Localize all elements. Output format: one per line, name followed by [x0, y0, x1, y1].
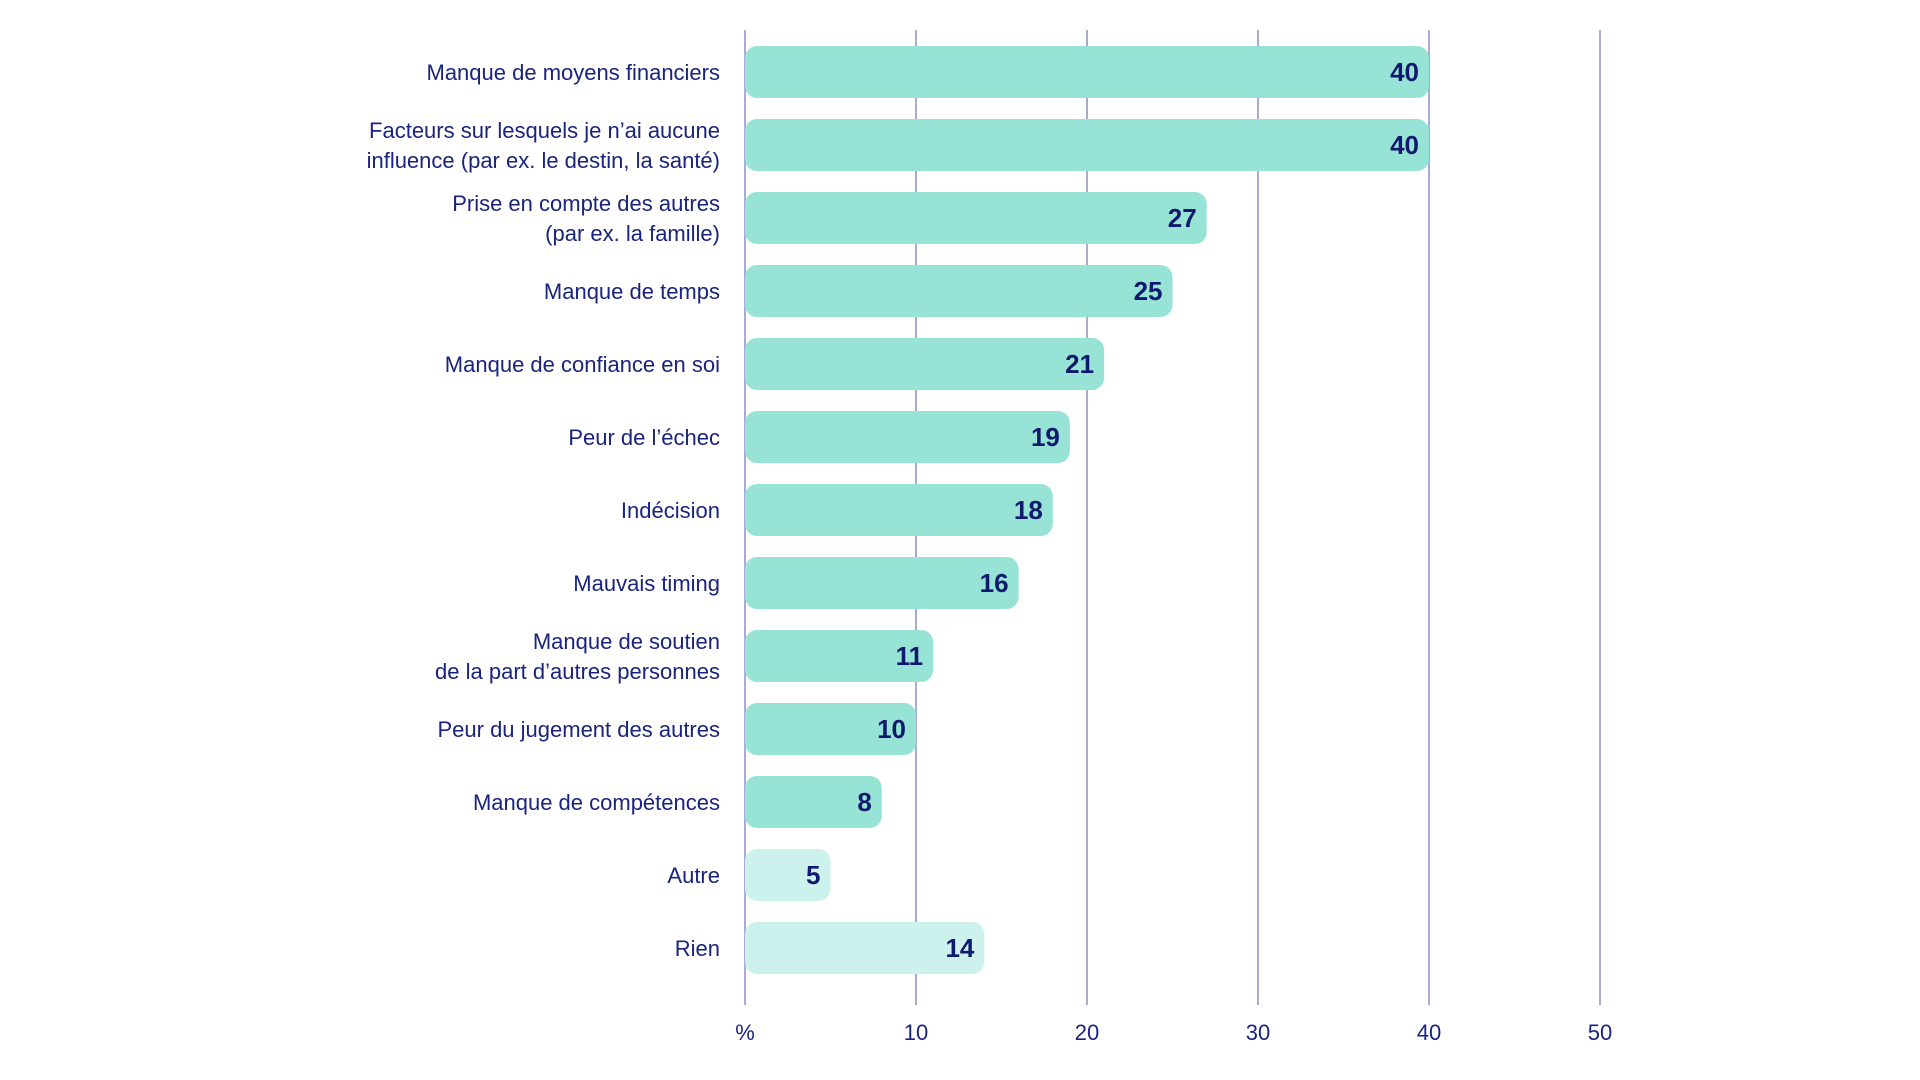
bar-value-label-3: 25	[1134, 276, 1163, 306]
category-label-3: Manque de temps	[544, 279, 720, 304]
category-label-line: influence (par ex. le destin, la santé)	[367, 148, 720, 173]
bar-value-label-0: 40	[1390, 57, 1419, 87]
bar-value-label-11: 5	[806, 860, 820, 890]
category-label-2: Prise en compte des autres (par ex. la fa…	[452, 191, 720, 246]
x-tick-label-40: 40	[1417, 1020, 1441, 1045]
bar-value-label-7: 16	[980, 568, 1009, 598]
x-tick-label-20: 20	[1075, 1020, 1099, 1045]
category-label-12: Rien	[675, 936, 720, 961]
x-axis-ticks: % 10 20 30 40 50	[735, 1020, 1612, 1045]
category-label-5: Peur de l’échec	[568, 425, 720, 450]
bar-value-label-8: 11	[896, 641, 924, 671]
bar-0	[745, 46, 1429, 98]
category-label-line: Manque de confiance en soi	[445, 352, 720, 377]
value-labels: 40 40 27 25 21 19 18 16 11 10 8 5 14	[806, 57, 1419, 963]
category-label-1: Facteurs sur lesquels je n’ai aucune infl…	[367, 118, 720, 173]
x-tick-label-50: 50	[1588, 1020, 1612, 1045]
category-label-line: Indécision	[621, 498, 720, 523]
bar-10	[745, 776, 882, 828]
category-label-4: Manque de confiance en soi	[445, 352, 720, 377]
category-label-line: Manque de moyens financiers	[427, 60, 721, 85]
category-label-line: Rien	[675, 936, 720, 961]
category-label-8: Manque de soutien de la part d’autres per…	[435, 629, 720, 684]
x-tick-label-10: 10	[904, 1020, 928, 1045]
category-label-line: Manque de compétences	[473, 790, 720, 815]
bar-value-label-5: 19	[1031, 422, 1060, 452]
bar-value-label-1: 40	[1390, 130, 1419, 160]
bar-value-label-4: 21	[1065, 349, 1094, 379]
bar-8	[745, 630, 934, 682]
category-labels: Manque de moyens financiers Facteurs sur …	[367, 60, 720, 961]
bar-5	[745, 411, 1070, 463]
category-label-line: Mauvais timing	[573, 571, 720, 596]
category-label-line: Manque de soutien	[533, 629, 720, 654]
x-tick-label-0: %	[735, 1020, 755, 1045]
category-label-line: (par ex. la famille)	[545, 221, 720, 246]
bar-9	[745, 703, 916, 755]
bar-value-label-10: 8	[857, 787, 871, 817]
bar-12	[745, 922, 985, 974]
bar-value-label-2: 27	[1168, 203, 1197, 233]
category-label-line: Peur du jugement des autres	[437, 717, 720, 742]
bar-4	[745, 338, 1105, 390]
category-label-0: Manque de moyens financiers	[427, 60, 721, 85]
bar-2	[745, 192, 1207, 244]
category-label-line: Facteurs sur lesquels je n’ai aucune	[369, 118, 720, 143]
category-label-6: Indécision	[621, 498, 720, 523]
bar-6	[745, 484, 1053, 536]
category-label-7: Mauvais timing	[573, 571, 720, 596]
category-label-10: Manque de compétences	[473, 790, 720, 815]
x-tick-label-30: 30	[1246, 1020, 1270, 1045]
bars	[745, 46, 1429, 974]
bar-3	[745, 265, 1173, 317]
category-label-line: Manque de temps	[544, 279, 720, 304]
category-label-9: Peur du jugement des autres	[437, 717, 720, 742]
bar-value-label-6: 18	[1014, 495, 1043, 525]
bar-1	[745, 119, 1429, 171]
bar-value-label-9: 10	[877, 714, 906, 744]
category-label-11: Autre	[667, 863, 720, 888]
category-label-line: Autre	[667, 863, 720, 888]
category-label-line: Prise en compte des autres	[452, 191, 720, 216]
bar-value-label-12: 14	[945, 933, 974, 963]
bar-7	[745, 557, 1019, 609]
category-label-line: Peur de l’échec	[568, 425, 720, 450]
category-label-line: de la part d’autres personnes	[435, 659, 720, 684]
bar-11	[745, 849, 831, 901]
